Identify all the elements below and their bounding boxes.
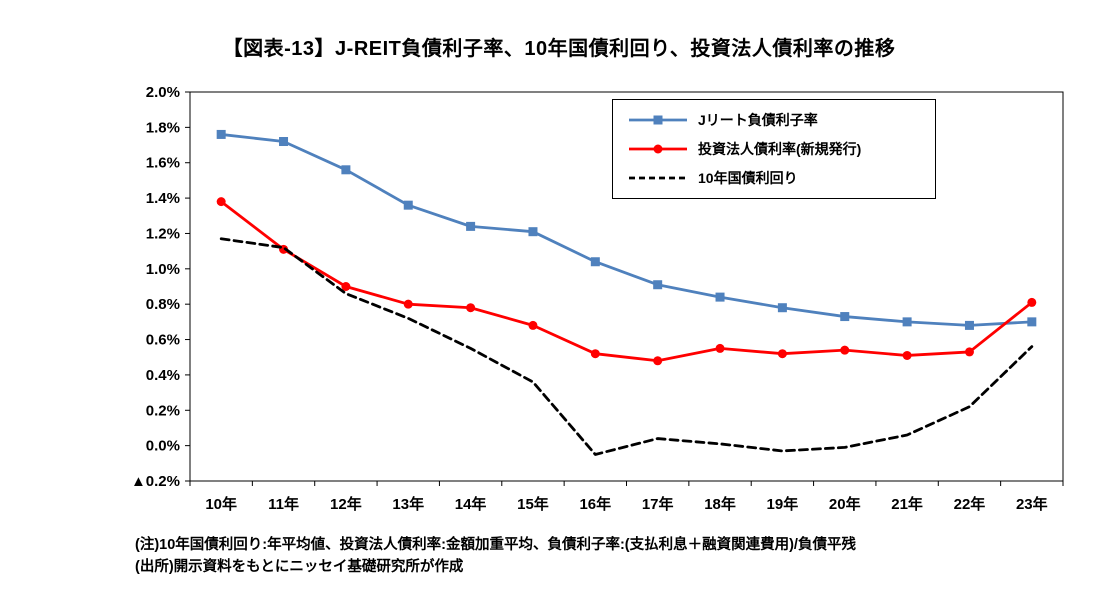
x-tick-label: 22年 [954,495,986,513]
x-tick-label: 11年 [268,495,299,513]
series-0-marker [403,200,413,210]
series-0-marker [715,292,725,302]
x-tick-label: 16年 [579,495,611,513]
series-line-1 [219,200,1034,363]
series-0-marker [964,320,974,330]
legend-label-2: 10年国債利回り [698,170,798,187]
legend-label-1: 投資法人債利率(新規発行) [698,140,862,157]
series-0-marker [653,280,663,290]
series-1-marker [528,320,538,330]
legend-item-2: 10年国債利回り [627,168,929,188]
x-tick-label: 17年 [642,495,674,513]
y-tick-label: 0.4% [146,367,180,384]
series-1-marker [590,349,600,359]
series-0-marker [341,165,351,175]
series-0-marker [590,257,600,267]
series-1-marker [341,282,351,291]
series-0-marker [279,137,289,147]
y-tick-label: 0.6% [146,332,180,349]
series-line-0 [219,133,1034,327]
x-tick-label: 19年 [767,495,799,513]
legend-item-1: 投資法人債利率(新規発行) [627,139,929,159]
chart-notes: (注)10年国債利回り:年平均値、投資法人債利率:金額加重平均、負債利子率:(支… [135,534,856,579]
series-0-marker [528,227,538,237]
x-tick-label: 10年 [205,495,237,513]
x-tick-label: 14年 [455,495,487,513]
note-line-2: (出所)開示資料をもとにニッセイ基礎研究所が作成 [135,559,464,576]
y-tick-label: 2.0% [146,84,180,101]
x-tick-label: 15年 [517,495,549,513]
chart-title: 【図表-13】J-REIT負債利子率、10年国債利回り、投資法人債利率の推移 [222,38,896,60]
series-1-marker [216,197,226,207]
y-tick-label: 1.8% [146,119,180,136]
series-0-marker [216,129,226,139]
x-tick-label: 13年 [392,495,424,513]
series-0-marker [1027,317,1037,327]
series-1-marker [653,356,663,366]
series-0-marker [840,312,850,322]
series-0-marker [466,221,476,231]
x-tick-label: 18年 [704,495,736,513]
series-1-marker [466,303,476,313]
x-tick-label: 23年 [1016,495,1048,513]
series-0-marker [777,303,787,313]
series-1-marker [777,349,787,359]
series-1-marker [403,299,413,309]
x-tick-label: 12年 [330,495,362,513]
y-tick-label: 1.0% [146,261,180,278]
series-1-marker [715,343,725,353]
series-0-marker [902,317,912,327]
y-tick-label: 0.8% [146,296,180,313]
x-tick-label: 21年 [891,495,923,513]
x-tick-label: 20年 [829,495,861,513]
y-tick-label: 0.0% [146,438,180,455]
y-tick-label: 0.2% [146,402,180,419]
legend-item-0: Jリート負債利子率 [627,110,929,130]
series-1-marker [840,345,850,355]
legend-sample-2 [629,176,687,180]
legend-sample-1 [629,144,687,154]
legend-label-0: Jリート負債利子率 [698,111,818,128]
series-line-2 [219,237,1034,456]
chart-legend: Jリート負債利子率投資法人債利率(新規発行) 10年国債利回り [612,99,936,199]
y-tick-label: ▲0.2% [131,473,180,490]
y-tick-label: 1.6% [146,155,180,172]
note-line-1: (注)10年国債利回り:年平均値、投資法人債利率:金額加重平均、負債利子率:(支… [135,537,856,553]
y-tick-label: 1.2% [146,225,180,242]
series-1-marker [964,347,974,357]
y-tick-label: 1.4% [146,190,180,207]
series-1-marker [1027,297,1037,307]
series-1-marker [902,350,912,360]
legend-sample-0 [629,115,687,125]
